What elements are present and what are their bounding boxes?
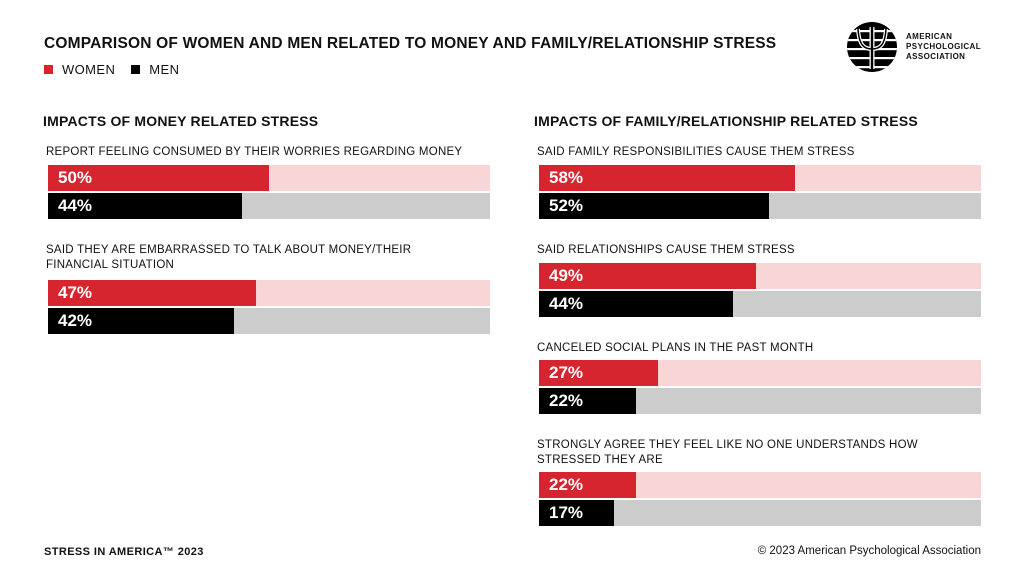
- bar-track-women: 47%: [48, 280, 490, 306]
- legend-swatch-men: [131, 65, 141, 74]
- bar-track-men: 42%: [48, 308, 490, 334]
- apa-wordmark-line: ASSOCIATION: [906, 52, 966, 61]
- bar-track-men: 44%: [539, 291, 981, 317]
- data-label: 44%: [58, 196, 93, 215]
- footer-copyright: © 2023 American Psychological Associatio…: [757, 545, 981, 557]
- legend-item-women: WOMEN: [44, 62, 115, 77]
- bar-track-women: 50%: [48, 165, 490, 191]
- question-label: SAID FAMILY RESPONSIBILITIES CAUSE THEM …: [537, 146, 855, 158]
- apa-emblem-icon: [847, 22, 897, 72]
- bar-men: [539, 500, 615, 526]
- question-label: CANCELED SOCIAL PLANS IN THE PAST MONTH: [537, 342, 814, 354]
- bar-track-women: 22%: [539, 472, 981, 498]
- data-label: 22%: [549, 391, 584, 410]
- bar-track-women: 49%: [539, 263, 981, 289]
- bar-track-men: 22%: [539, 388, 981, 414]
- panel-money-stress: IMPACTS OF MONEY RELATED STRESS REPORT F…: [43, 0, 490, 576]
- legend-swatch-women: [44, 65, 53, 74]
- legend: WOMEN MEN: [44, 62, 195, 77]
- bar-men: [539, 388, 637, 414]
- footer-source: STRESS IN AMERICA™ 2023: [44, 546, 204, 558]
- apa-wordmark-line: PSYCHOLOGICAL: [906, 42, 981, 51]
- data-label: 50%: [58, 168, 93, 187]
- bar-track-men: 52%: [539, 193, 981, 219]
- bar-women: [539, 165, 796, 191]
- question-label: STRONGLY AGREE THEY FEEL LIKE NO ONE UND…: [537, 439, 918, 466]
- bar-men: [48, 308, 234, 334]
- bar-men: [539, 193, 769, 219]
- data-label: 52%: [549, 196, 584, 215]
- question-label: SAID RELATIONSHIPS CAUSE THEM STRESS: [537, 244, 795, 256]
- data-label: 44%: [549, 294, 584, 313]
- apa-wordmark: AMERICAN PSYCHOLOGICAL ASSOCIATION: [906, 32, 996, 62]
- question-label: SAID THEY ARE EMBARRASSED TO TALK ABOUT …: [46, 244, 412, 271]
- data-label: 17%: [549, 503, 584, 522]
- bar-track-women: 27%: [539, 360, 981, 386]
- section-title-money: IMPACTS OF MONEY RELATED STRESS: [43, 113, 319, 129]
- data-label: 22%: [549, 475, 584, 494]
- bar-women: [48, 280, 256, 306]
- legend-item-men: MEN: [131, 62, 179, 77]
- bar-women: [539, 360, 659, 386]
- bar-track-women: 58%: [539, 165, 981, 191]
- data-label: 47%: [58, 283, 93, 302]
- bar-track-men: 17%: [539, 500, 981, 526]
- question-label: REPORT FEELING CONSUMED BY THEIR WORRIES…: [46, 146, 463, 158]
- bar-women: [539, 472, 637, 498]
- bar-track-men: 44%: [48, 193, 490, 219]
- apa-wordmark-line: AMERICAN: [906, 32, 953, 41]
- panel-family-stress: IMPACTS OF FAMILY/RELATIONSHIP RELATED S…: [534, 0, 981, 576]
- data-label: 27%: [549, 363, 584, 382]
- bar-women: [48, 165, 269, 191]
- bar-women: [539, 263, 756, 289]
- data-label: 42%: [58, 311, 93, 330]
- chart-title: COMPARISON OF WOMEN AND MEN RELATED TO M…: [44, 35, 777, 52]
- section-title-family: IMPACTS OF FAMILY/RELATIONSHIP RELATED S…: [534, 113, 918, 129]
- data-label: 49%: [549, 266, 584, 285]
- bar-men: [539, 291, 734, 317]
- apa-logo: AMERICAN PSYCHOLOGICAL ASSOCIATION: [846, 19, 996, 75]
- legend-label-women: WOMEN: [62, 62, 116, 77]
- bar-men: [48, 193, 243, 219]
- legend-label-men: MEN: [149, 62, 180, 77]
- data-label: 58%: [549, 168, 584, 187]
